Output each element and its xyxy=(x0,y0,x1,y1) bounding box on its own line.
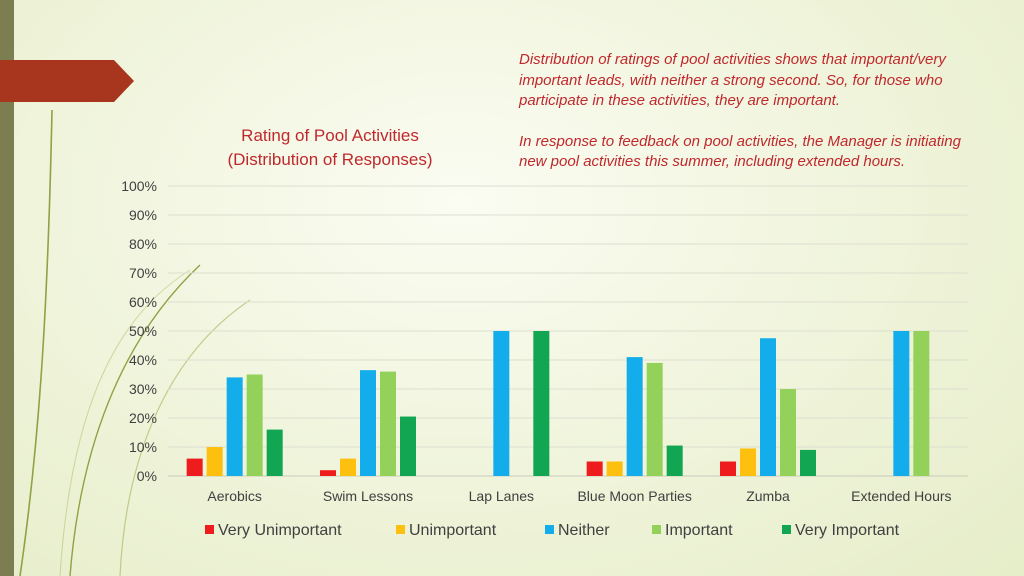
y-tick-label: 20% xyxy=(129,410,157,426)
y-tick-label: 0% xyxy=(137,468,157,484)
left-side-bar xyxy=(0,0,14,576)
bar xyxy=(266,429,283,476)
legend-swatch xyxy=(205,525,214,534)
chart-title-line-1: Rating of Pool Activities xyxy=(241,126,419,145)
commentary-paragraph-2: In response to feedback on pool activiti… xyxy=(519,132,961,171)
bar xyxy=(913,331,930,476)
bar xyxy=(320,470,336,476)
bar xyxy=(226,377,243,476)
bar xyxy=(380,371,396,476)
bar xyxy=(206,447,223,476)
chart-title: Rating of Pool Activities (Distribution … xyxy=(190,124,470,172)
bar xyxy=(586,461,603,476)
legend-label: Very Unimportant xyxy=(218,522,342,539)
y-tick-label: 40% xyxy=(129,352,157,368)
bar xyxy=(360,370,376,476)
legend-label: Neither xyxy=(558,522,610,539)
x-axis-category-labels: Aerobics Swim Lessons Lap Lanes Blue Moon P… xyxy=(207,488,951,504)
commentary-text: Distribution of ratings of pool activiti… xyxy=(519,50,969,193)
grid-lines xyxy=(168,185,968,477)
y-axis-tick-labels: 0% 10% 20% 30% 40% 50% 60% 70% 80% 90% 100% xyxy=(121,178,157,484)
x-tick-label: Aerobics xyxy=(207,488,261,504)
bar xyxy=(800,449,816,476)
bar xyxy=(780,389,796,476)
legend-swatch xyxy=(782,525,791,534)
x-tick-label: Lap Lanes xyxy=(469,488,534,504)
x-tick-label: Zumba xyxy=(746,488,790,504)
legend-label: Very Important xyxy=(795,522,900,539)
legend: Very Unimportant Unimportant Neither Import… xyxy=(205,522,900,539)
legend-label: Unimportant xyxy=(409,522,497,539)
bar xyxy=(186,458,203,476)
legend-swatch xyxy=(396,525,405,534)
bar xyxy=(533,331,550,476)
bar xyxy=(760,338,776,476)
bar xyxy=(400,416,416,476)
bar xyxy=(646,362,663,476)
bar xyxy=(340,458,356,476)
y-tick-label: 70% xyxy=(129,265,157,281)
legend-label: Important xyxy=(665,522,733,539)
decorative-curves xyxy=(19,109,251,576)
bar xyxy=(720,461,736,476)
bar xyxy=(606,461,623,476)
y-tick-label: 60% xyxy=(129,294,157,310)
bar xyxy=(893,331,910,476)
legend-swatch xyxy=(652,525,661,534)
bar xyxy=(246,374,263,476)
bar xyxy=(740,448,756,476)
y-tick-label: 80% xyxy=(129,236,157,252)
chart-title-line-2: (Distribution of Responses) xyxy=(227,150,433,169)
y-tick-label: 30% xyxy=(129,381,157,397)
accent-tab-shape xyxy=(0,60,134,102)
y-tick-label: 100% xyxy=(121,178,157,194)
x-tick-label: Blue Moon Parties xyxy=(577,488,691,504)
y-tick-label: 10% xyxy=(129,439,157,455)
bar xyxy=(626,357,643,476)
bar xyxy=(493,331,510,476)
bars xyxy=(186,331,930,476)
bar xyxy=(666,445,683,476)
commentary-paragraph-1: Distribution of ratings of pool activiti… xyxy=(519,51,946,109)
x-tick-label: Swim Lessons xyxy=(323,488,413,504)
legend-swatch xyxy=(545,525,554,534)
x-tick-label: Extended Hours xyxy=(851,488,951,504)
y-tick-label: 50% xyxy=(129,323,157,339)
y-tick-label: 90% xyxy=(129,207,157,223)
